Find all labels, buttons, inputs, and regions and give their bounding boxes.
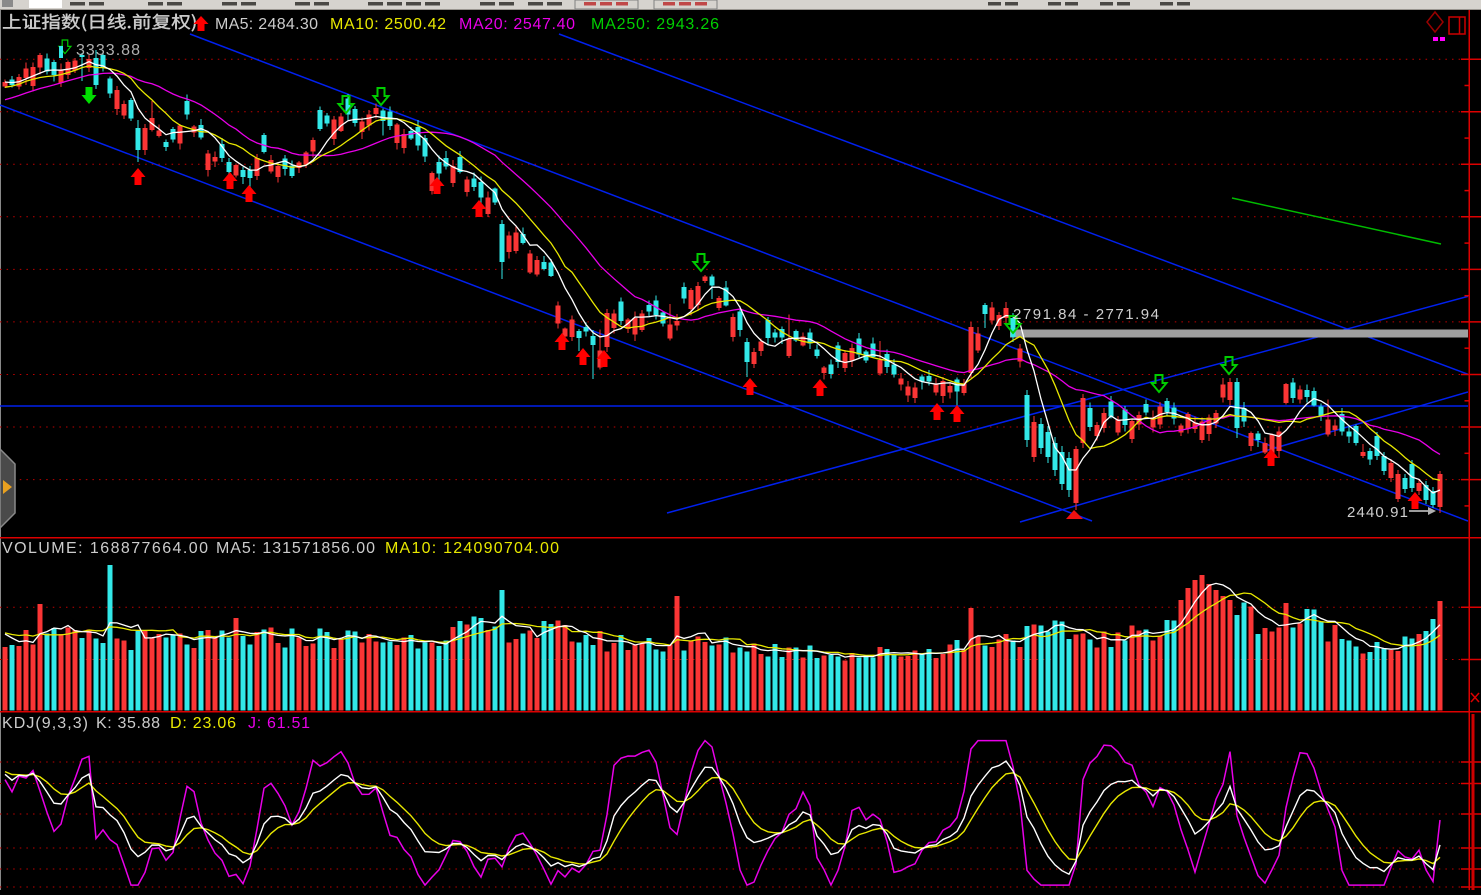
- svg-text:MA5: 2484.30: MA5: 2484.30: [215, 16, 318, 33]
- svg-text:MA5: 131571856.00: MA5: 131571856.00: [216, 540, 375, 557]
- svg-text:MA10: 2500.42: MA10: 2500.42: [330, 16, 446, 33]
- svg-text:2440.91: 2440.91: [1347, 504, 1408, 521]
- svg-text:KDJ(9,3,3): KDJ(9,3,3): [2, 715, 88, 732]
- svg-text:K: 35.88: K: 35.88: [96, 715, 160, 732]
- svg-text:MA250: 2943.26: MA250: 2943.26: [591, 16, 719, 33]
- svg-text:D: 23.06: D: 23.06: [170, 715, 236, 732]
- svg-text:VOLUME: 168877664.00: VOLUME: 168877664.00: [2, 540, 208, 557]
- svg-text:3333.88: 3333.88: [76, 42, 140, 59]
- svg-text:J: 61.51: J: 61.51: [248, 715, 310, 732]
- svg-text:MA10: 124090704.00: MA10: 124090704.00: [385, 540, 559, 557]
- svg-text:MA20: 2547.40: MA20: 2547.40: [459, 16, 575, 33]
- svg-text:2791.84 - 2771.94: 2791.84 - 2771.94: [1013, 306, 1159, 323]
